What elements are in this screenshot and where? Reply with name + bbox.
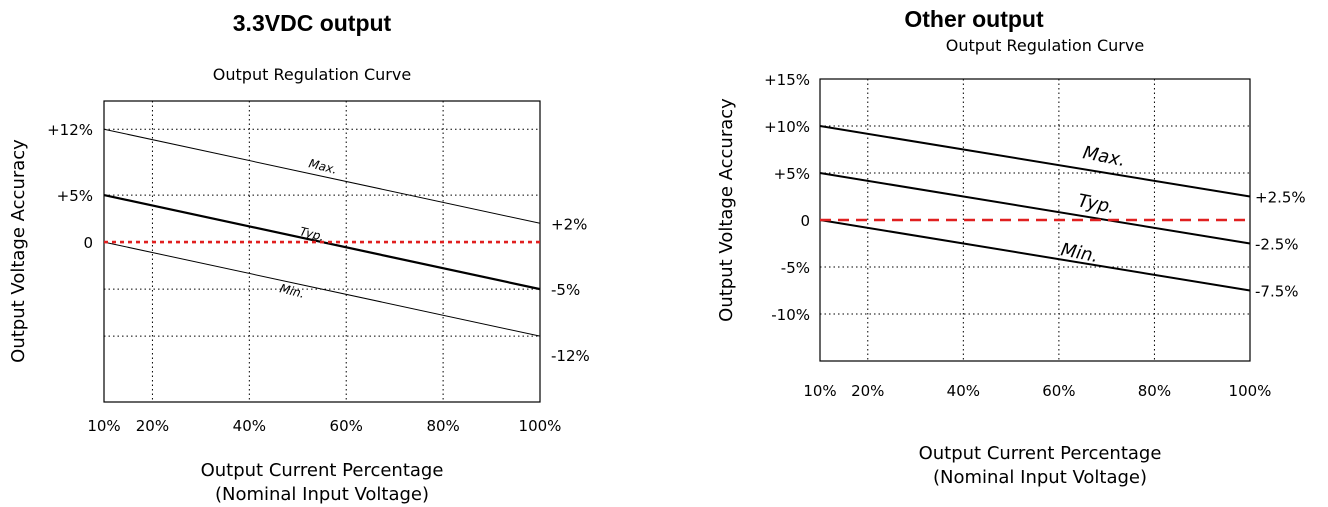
y-tick-label-left: +5% — [774, 165, 810, 183]
y-axis-label: Output Voltage Accuracy — [8, 139, 29, 363]
series-line-typ — [819, 172, 1251, 245]
x-tick-label: 80% — [426, 417, 459, 435]
y-tick-label-right: +2% — [551, 215, 587, 233]
x-axis-label: Output Current Percentage — [201, 460, 444, 481]
chart-1: 3.3VDC output Output Regulation Curve Max.… — [8, 10, 590, 505]
x-tick-label: 100% — [519, 417, 562, 435]
chart-2: Other output Output Regulation Curve Max. T… — [716, 6, 1306, 488]
y-tick-label-left: +12% — [47, 121, 93, 139]
x-axis-label: Output Current Percentage — [919, 443, 1162, 464]
chart-title: 3.3VDC output — [233, 10, 392, 36]
x-tick-label: 20% — [851, 382, 884, 400]
x-axis-sublabel: (Nominal Input Voltage) — [215, 484, 429, 505]
x-tick-label: 60% — [330, 417, 363, 435]
series-label-min: Min. — [278, 281, 306, 301]
x-tick-label: 10% — [87, 417, 120, 435]
y-tick-label-left: +15% — [764, 71, 810, 89]
x-tick-label: 40% — [947, 382, 980, 400]
series-label-typ: Typ. — [1076, 190, 1117, 218]
y-tick-label-right: +2.5% — [1255, 189, 1306, 207]
y-tick-label-right: -2.5% — [1255, 236, 1299, 254]
y-tick-label-right: -5% — [551, 281, 580, 299]
series-label-max: Max. — [1081, 142, 1127, 171]
x-tick-label: 80% — [1138, 382, 1171, 400]
series-line-max — [103, 128, 541, 224]
y-tick-label-left: 0 — [83, 234, 93, 252]
y-tick-label-left: +10% — [764, 118, 810, 136]
x-tick-label: 40% — [233, 417, 266, 435]
series-label-max: Max. — [307, 156, 338, 177]
y-axis-label: Output Voltage Accuracy — [716, 98, 737, 322]
x-tick-label: 60% — [1042, 382, 1075, 400]
series-label-typ: Typ. — [298, 224, 325, 244]
series-label-min: Min. — [1059, 239, 1100, 267]
chart-subtitle: Output Regulation Curve — [213, 65, 411, 84]
plot-frame — [103, 100, 541, 403]
x-tick-label: 10% — [803, 382, 836, 400]
series-line-min — [819, 219, 1251, 292]
y-tick-label-left: -5% — [781, 259, 810, 277]
x-tick-label: 100% — [1229, 382, 1272, 400]
series-line-min — [103, 241, 541, 337]
x-tick-label: 20% — [136, 417, 169, 435]
y-tick-label-right: -7.5% — [1255, 283, 1299, 301]
y-tick-label-left: -10% — [771, 306, 810, 324]
x-axis-sublabel: (Nominal Input Voltage) — [933, 467, 1147, 488]
y-tick-label-left: +5% — [57, 187, 93, 205]
series-line-max — [819, 125, 1251, 198]
y-tick-label-right: -12% — [551, 347, 590, 365]
chart-title: Other output — [904, 6, 1044, 32]
y-tick-label-left: 0 — [800, 212, 810, 230]
chart-subtitle: Output Regulation Curve — [946, 36, 1144, 55]
